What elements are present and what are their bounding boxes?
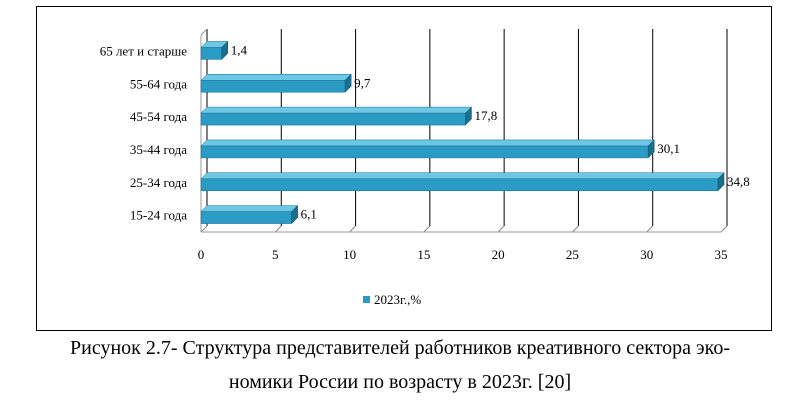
chart-frame: 0 5 10 15 20 25 30 35 15-24 года 6,1 25-34 года 34,… bbox=[36, 6, 772, 331]
data-label: 17,8 bbox=[474, 108, 497, 123]
data-label: 34,8 bbox=[727, 174, 750, 189]
bar-top bbox=[200, 172, 725, 179]
data-label: 9,7 bbox=[354, 75, 371, 90]
floor-gridline bbox=[720, 225, 728, 233]
floor-gridline bbox=[200, 225, 208, 233]
bar bbox=[200, 145, 649, 159]
figure-caption-line-2: номики России по возрасту в 2023г. [20] bbox=[228, 371, 572, 393]
figure-caption-line-1: Рисунок 2.7- Структура представителей ра… bbox=[70, 337, 730, 359]
bar-side bbox=[465, 106, 472, 126]
floor-gridline bbox=[423, 225, 431, 233]
legend-label: 2023г.,% bbox=[374, 292, 421, 307]
wall-edge bbox=[200, 28, 208, 36]
bar-side bbox=[717, 172, 725, 192]
category-label: 45-54 года bbox=[130, 109, 187, 124]
floor-gridline bbox=[497, 225, 505, 233]
x-tick-label: 35 bbox=[715, 247, 728, 262]
category-label: 15-24 года bbox=[130, 208, 187, 223]
x-tick-label: 0 bbox=[198, 247, 205, 262]
x-tick-label: 20 bbox=[492, 247, 505, 262]
data-label: 6,1 bbox=[301, 207, 317, 222]
category-label: 25-34 года bbox=[130, 175, 187, 190]
category-label: 55-64 года bbox=[130, 76, 187, 91]
floor-gridline bbox=[274, 225, 282, 233]
bar-side bbox=[221, 40, 229, 61]
bar bbox=[200, 211, 292, 224]
category-label: 65 лет и старше bbox=[100, 43, 188, 58]
category-label: 35-44 года bbox=[130, 142, 187, 157]
data-label: 1,4 bbox=[231, 42, 248, 57]
floor-gridline bbox=[572, 225, 579, 233]
floor-gridline bbox=[349, 225, 356, 233]
bar bbox=[200, 80, 346, 93]
x-tick-label: 10 bbox=[343, 247, 356, 262]
floor-gridline bbox=[646, 225, 654, 233]
x-tick-label: 15 bbox=[417, 247, 430, 262]
x-tick-label: 30 bbox=[640, 247, 653, 262]
bar-chart: 0 5 10 15 20 25 30 35 15-24 года 6,1 25-34 года 34,… bbox=[100, 28, 750, 307]
bar-top bbox=[200, 139, 655, 147]
bar bbox=[200, 112, 466, 126]
bar-top bbox=[200, 106, 473, 114]
bar-side bbox=[291, 204, 298, 225]
data-label: 30,1 bbox=[657, 141, 680, 156]
x-tick-label: 25 bbox=[566, 247, 579, 262]
bar-top bbox=[200, 74, 352, 81]
bar bbox=[200, 47, 223, 60]
legend-swatch bbox=[363, 296, 370, 303]
bar-side bbox=[344, 73, 352, 93]
bar bbox=[200, 178, 719, 191]
x-tick-label: 5 bbox=[272, 247, 279, 262]
bar-top bbox=[200, 205, 299, 212]
bar-side bbox=[647, 139, 655, 159]
